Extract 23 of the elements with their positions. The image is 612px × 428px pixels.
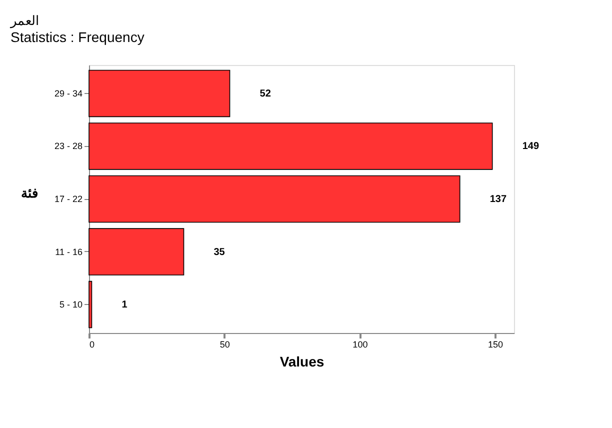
data-label: 35	[214, 246, 226, 258]
y-tick-label: 29 - 34	[54, 88, 82, 98]
data-label: 149	[522, 141, 540, 152]
chart-title: العمر	[10, 13, 40, 29]
x-tick-label: 50	[220, 340, 230, 350]
x-axis-title: Values	[280, 354, 324, 370]
bar	[88, 70, 230, 118]
bar	[88, 280, 92, 328]
y-tick-label: 17 - 22	[54, 194, 82, 204]
y-tick-label: 23 - 28	[54, 141, 82, 152]
bar	[88, 228, 184, 276]
bar	[88, 122, 493, 170]
data-label: 52	[260, 88, 272, 100]
y-axis-title: فئة	[21, 186, 38, 200]
x-tick-label: 0	[90, 340, 95, 350]
x-tick-label: 100	[352, 340, 368, 350]
data-label: 1	[122, 300, 128, 311]
y-tick-label: 11 - 16	[55, 246, 82, 257]
x-tick-label: 150	[488, 340, 504, 350]
chart-subtitle: Statistics : Frequency	[10, 29, 144, 45]
data-label: 137	[490, 194, 507, 205]
y-tick-label: 5 - 10	[59, 300, 82, 310]
bar	[88, 175, 460, 223]
